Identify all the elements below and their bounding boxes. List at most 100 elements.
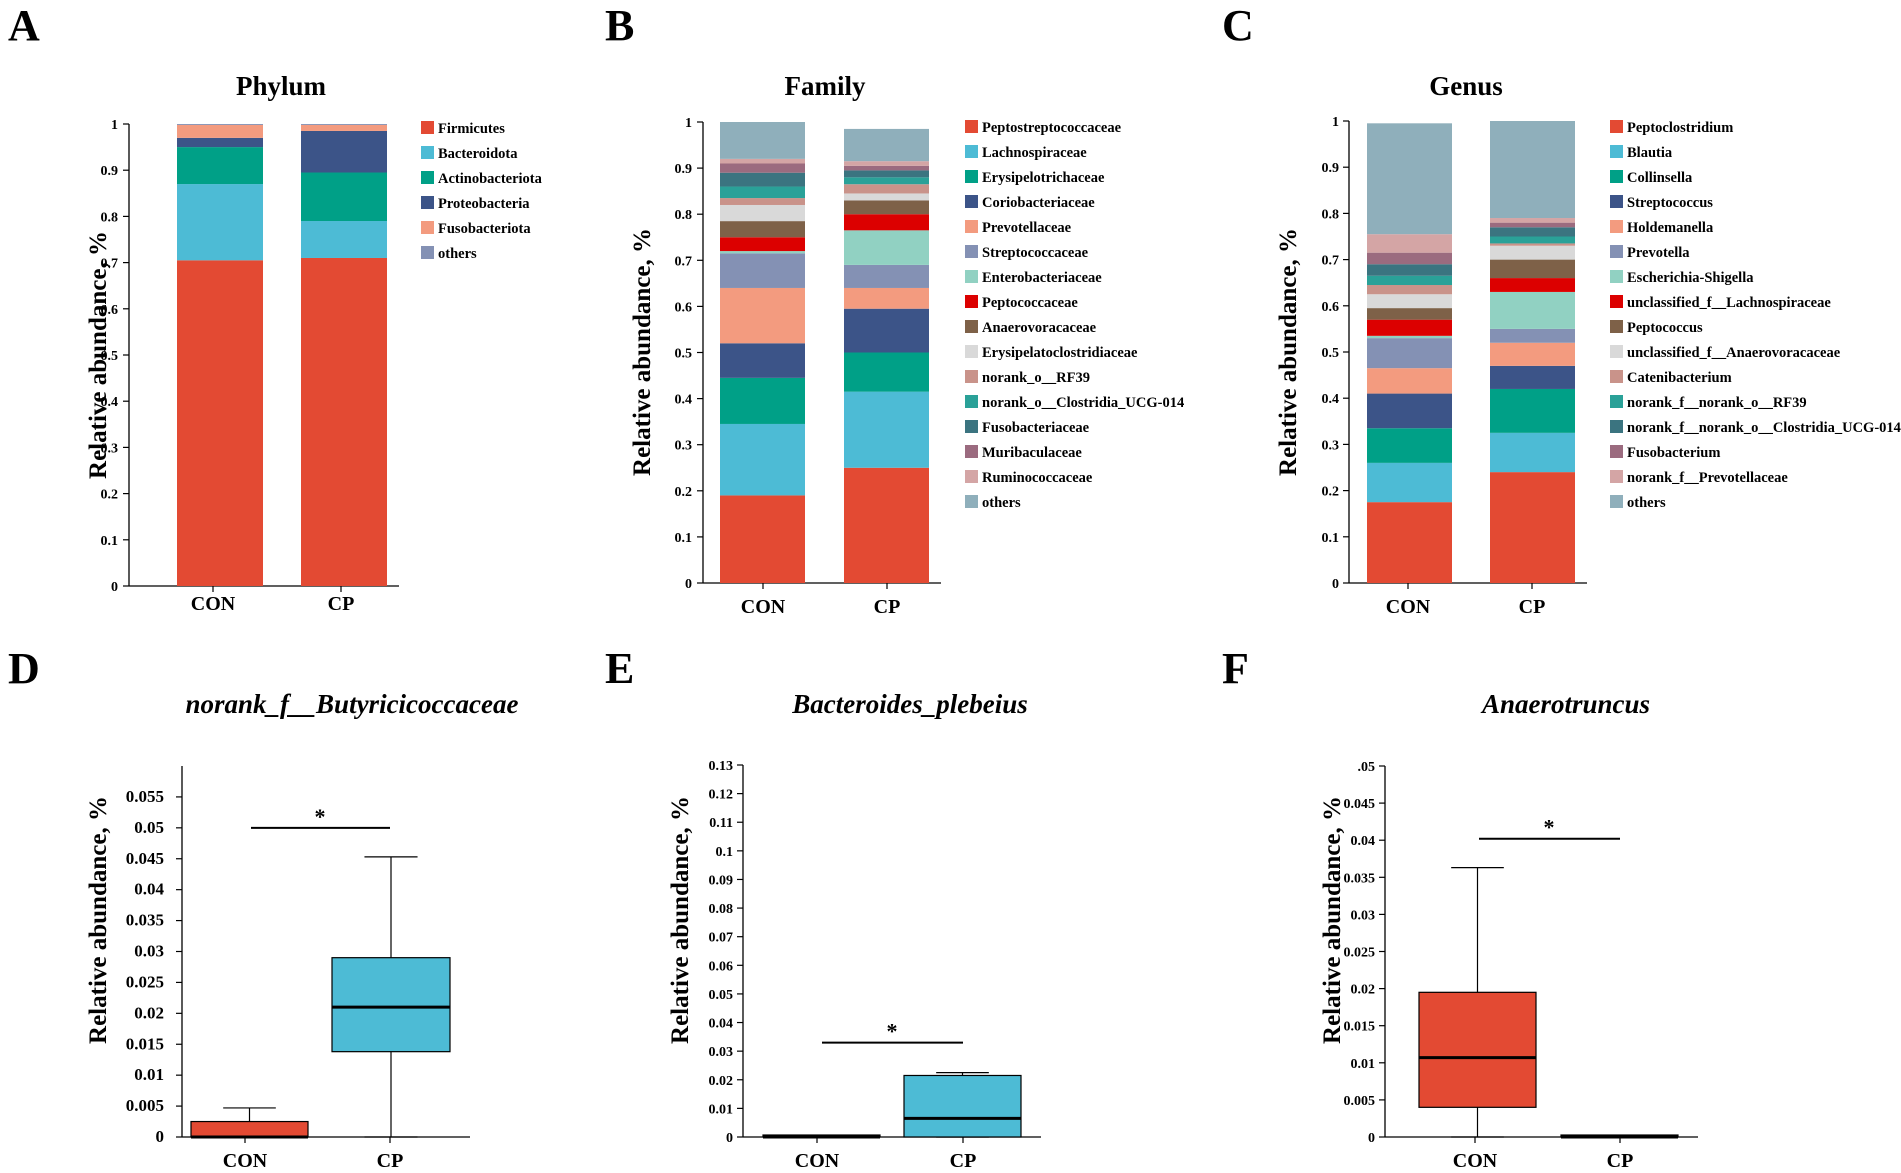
y-tick-label: 0.07 <box>709 931 734 946</box>
legend-label: Fusobacterium <box>1627 445 1720 461</box>
bar-cp <box>301 124 387 586</box>
box-iqr <box>903 1074 1022 1138</box>
legend-label: unclassified_f__Anaerovoracaceae <box>1627 345 1841 361</box>
bar-segment-firmicutes <box>301 257 387 586</box>
axes: 0 0.1 0.2 0.3 0.4 0.5 0.6 0.7 0.8 0.9 1 CON CP <box>1322 115 1587 618</box>
legend-swatch <box>1610 345 1623 358</box>
bar-segment-prevotella <box>1367 338 1452 369</box>
stacked-bars <box>720 122 929 583</box>
legend-label: Holdemanella <box>1627 220 1714 236</box>
bar-segment-norank-f-norank-o-rf39 <box>1490 236 1575 244</box>
x-tick-label: CON <box>1386 596 1431 618</box>
bar-segment-enterobacteriaceae <box>844 230 929 265</box>
legend-swatch <box>965 370 978 383</box>
y-tick-label: 0.05 <box>709 988 734 1003</box>
y-tick-label: 0 <box>111 580 118 595</box>
legend-label: norank_f__norank_o__RF39 <box>1627 395 1807 411</box>
y-tick-label: 0.4 <box>101 395 119 410</box>
legend-item: norank_f__norank_o__RF39 <box>1610 395 1807 411</box>
bar-segment-muribaculaceae <box>720 163 805 173</box>
panel-label: F <box>1222 644 1249 693</box>
y-ticks: 0 0.005 0.01 0.015 0.02 0.025 0.03 0.035 0.04 0.0… <box>1344 760 1385 1146</box>
y-tick-label: 0.8 <box>675 208 693 223</box>
legend-label: Actinobacteriota <box>438 171 543 187</box>
bar-segment-fusobacterium <box>1367 252 1452 265</box>
x-tick-label: CON <box>191 593 236 615</box>
y-tick-label: 0.025 <box>1344 946 1376 961</box>
legend-swatch <box>1610 145 1623 158</box>
legend-item: Anaerovoracaceae <box>965 320 1097 336</box>
bar-segment-fusobacteriaceae <box>720 172 805 187</box>
box-con <box>190 1107 309 1139</box>
legend-swatch <box>1610 370 1623 383</box>
bar-segment-actinobacteriota <box>301 172 387 222</box>
legend-swatch <box>965 470 978 483</box>
bar-segment-others <box>1490 121 1575 219</box>
legend-label: Lachnospiraceae <box>982 145 1087 161</box>
legend-item: others <box>965 495 1021 511</box>
legend-item: Coriobacteriaceae <box>965 195 1095 211</box>
y-tick-label: 0.08 <box>709 902 734 917</box>
legend-swatch <box>965 220 978 233</box>
bar-segment-fusobacteriaceae <box>844 170 929 178</box>
bar-segment-norank-f-prevotellaceae <box>1490 218 1575 223</box>
y-tick-label: 0.12 <box>709 788 734 803</box>
y-tick-label: 1 <box>111 118 118 133</box>
legend-label: Blautia <box>1627 145 1673 161</box>
bar-cp <box>844 128 929 583</box>
box-iqr <box>190 1120 309 1138</box>
legend-label: norank_f__norank_o__Clostridia_UCG-014 <box>1627 420 1901 436</box>
y-tick-label: 0.1 <box>101 534 119 549</box>
panel-label: B <box>605 1 634 50</box>
bar-segment-bacteroidota <box>177 184 263 261</box>
box-con <box>762 1134 881 1139</box>
bar-con <box>720 122 805 583</box>
y-ticks: 0 0.005 0.01 0.015 0.02 0.025 0.03 0.035 0.04 0.0… <box>126 787 182 1146</box>
y-tick-label: 0.11 <box>709 816 733 831</box>
bar-segment-unclassified-f-lachnospiraceae <box>1367 319 1452 336</box>
bar-segment-prevotellaceae <box>844 287 929 309</box>
legend: Firmicutes Bacteroidota Actinobacteriota Pr… <box>421 121 543 262</box>
bar-segment-anaerovoracaceae <box>720 221 805 238</box>
bar-segment-proteobacteria <box>301 130 387 173</box>
legend-label: Erysipelatoclostridiaceae <box>982 345 1138 361</box>
legend-swatch <box>421 171 434 184</box>
y-tick-label: 0 <box>1368 1131 1375 1146</box>
bar-segment-norank-o-rf39 <box>844 184 929 194</box>
legend-item: Firmicutes <box>421 121 505 137</box>
legend-swatch <box>1610 445 1623 458</box>
box-iqr <box>1418 991 1537 1108</box>
axes: 0 0.1 0.2 0.3 0.4 0.5 0.6 0.7 0.8 0.9 1 CON CP <box>101 118 399 615</box>
legend-item: unclassified_f__Lachnospiraceae <box>1610 295 1831 311</box>
legend-label: Coriobacteriaceae <box>982 195 1095 211</box>
legend-item: norank_o__RF39 <box>965 370 1090 386</box>
box-cp <box>331 856 451 1138</box>
y-tick-label: 0.025 <box>126 972 164 991</box>
bar-segment-others <box>301 124 387 125</box>
legend-swatch <box>421 246 434 259</box>
chart-title: Phylum <box>236 71 327 101</box>
legend-label: others <box>1627 495 1666 511</box>
legend-item: Fusobacteriaceae <box>965 420 1090 436</box>
legend-item: Muribaculaceae <box>965 445 1082 461</box>
legend-swatch <box>1610 220 1623 233</box>
y-tick-label: 1 <box>685 116 692 131</box>
legend-swatch <box>1610 495 1623 508</box>
x-tick-label: CP <box>1607 1150 1634 1172</box>
y-tick-label: 0.035 <box>1344 871 1376 886</box>
legend-item: Bacteroidota <box>421 146 518 162</box>
legend-label: unclassified_f__Lachnospiraceae <box>1627 295 1831 311</box>
y-axis-label: Relative abundance, % <box>667 796 694 1044</box>
legend-item: Actinobacteriota <box>421 171 543 187</box>
y-tick-label: 0.6 <box>101 303 119 318</box>
axes: 0 0.005 0.01 0.015 0.02 0.025 0.03 0.035 0.04 0.0… <box>1344 760 1698 1172</box>
bar-segment-erysipelatoclostridiaceae <box>720 204 805 222</box>
y-tick-label: 0.9 <box>675 162 693 177</box>
legend-swatch <box>1610 320 1623 333</box>
bar-segment-proteobacteria <box>177 137 263 148</box>
bar-segment-lachnospiraceae <box>844 391 929 468</box>
legend-item: Peptococcaceae <box>965 295 1078 311</box>
bar-con <box>177 124 263 586</box>
legend-label: Prevotella <box>1627 245 1690 261</box>
